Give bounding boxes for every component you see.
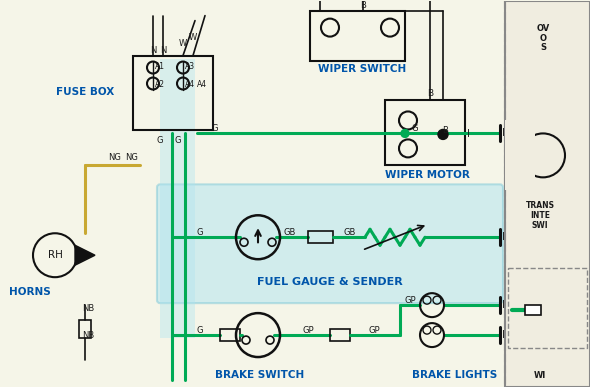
Text: B: B xyxy=(442,126,448,135)
Bar xyxy=(160,58,195,338)
Text: SWI: SWI xyxy=(532,221,548,230)
Text: G: G xyxy=(412,124,418,133)
Circle shape xyxy=(401,129,409,137)
Text: W: W xyxy=(179,39,187,48)
Bar xyxy=(508,268,587,348)
Circle shape xyxy=(438,129,448,139)
Text: N: N xyxy=(160,46,166,55)
Text: A2: A2 xyxy=(155,80,165,89)
Text: I: I xyxy=(502,300,504,310)
Text: WIPER SWITCH: WIPER SWITCH xyxy=(318,63,406,74)
Text: B: B xyxy=(427,89,433,98)
Bar xyxy=(310,10,405,60)
Text: S: S xyxy=(540,43,546,52)
Text: BRAKE LIGHTS: BRAKE LIGHTS xyxy=(412,370,497,380)
Text: A3: A3 xyxy=(185,62,195,71)
Polygon shape xyxy=(75,245,95,265)
FancyBboxPatch shape xyxy=(157,184,503,303)
Text: A1: A1 xyxy=(155,62,165,71)
Text: I: I xyxy=(502,330,504,340)
Text: BRAKE SWITCH: BRAKE SWITCH xyxy=(215,370,304,380)
Text: G: G xyxy=(212,124,218,133)
Text: INTE: INTE xyxy=(530,211,550,220)
Text: TRANS: TRANS xyxy=(526,201,555,210)
Text: GP: GP xyxy=(368,325,380,335)
Bar xyxy=(525,305,541,315)
Text: G: G xyxy=(175,136,181,145)
Text: A4: A4 xyxy=(197,80,207,89)
Text: G: G xyxy=(196,325,203,335)
Text: FUSE BOX: FUSE BOX xyxy=(56,87,114,98)
Text: GP: GP xyxy=(302,325,314,335)
Text: B: B xyxy=(360,1,366,10)
Text: GB: GB xyxy=(344,228,356,237)
Text: N: N xyxy=(150,46,156,55)
Text: OV: OV xyxy=(536,24,550,33)
Bar xyxy=(79,320,91,338)
Text: I: I xyxy=(467,129,470,139)
Bar xyxy=(505,120,535,190)
Bar xyxy=(505,1,590,387)
Text: A4: A4 xyxy=(185,80,195,89)
Text: RH: RH xyxy=(48,250,63,260)
Bar xyxy=(308,231,333,243)
Bar xyxy=(330,329,350,341)
Bar xyxy=(133,56,213,130)
Text: I: I xyxy=(502,232,504,242)
Text: WI: WI xyxy=(534,370,546,380)
Text: O: O xyxy=(539,34,546,43)
Text: NG: NG xyxy=(109,153,122,162)
Text: NB: NB xyxy=(82,304,94,313)
Text: I: I xyxy=(502,128,504,139)
Text: G: G xyxy=(196,228,203,237)
Text: GP: GP xyxy=(404,296,416,305)
Text: FUEL GAUGE & SENDER: FUEL GAUGE & SENDER xyxy=(257,277,403,287)
Text: GB: GB xyxy=(284,228,296,237)
Text: HORNS: HORNS xyxy=(9,287,51,297)
Text: W: W xyxy=(189,33,197,42)
Text: G: G xyxy=(157,136,163,145)
Text: NB: NB xyxy=(82,330,94,339)
Bar xyxy=(220,329,240,341)
Text: WIPER MOTOR: WIPER MOTOR xyxy=(385,170,470,180)
Bar xyxy=(385,101,465,165)
Text: NG: NG xyxy=(126,153,139,162)
